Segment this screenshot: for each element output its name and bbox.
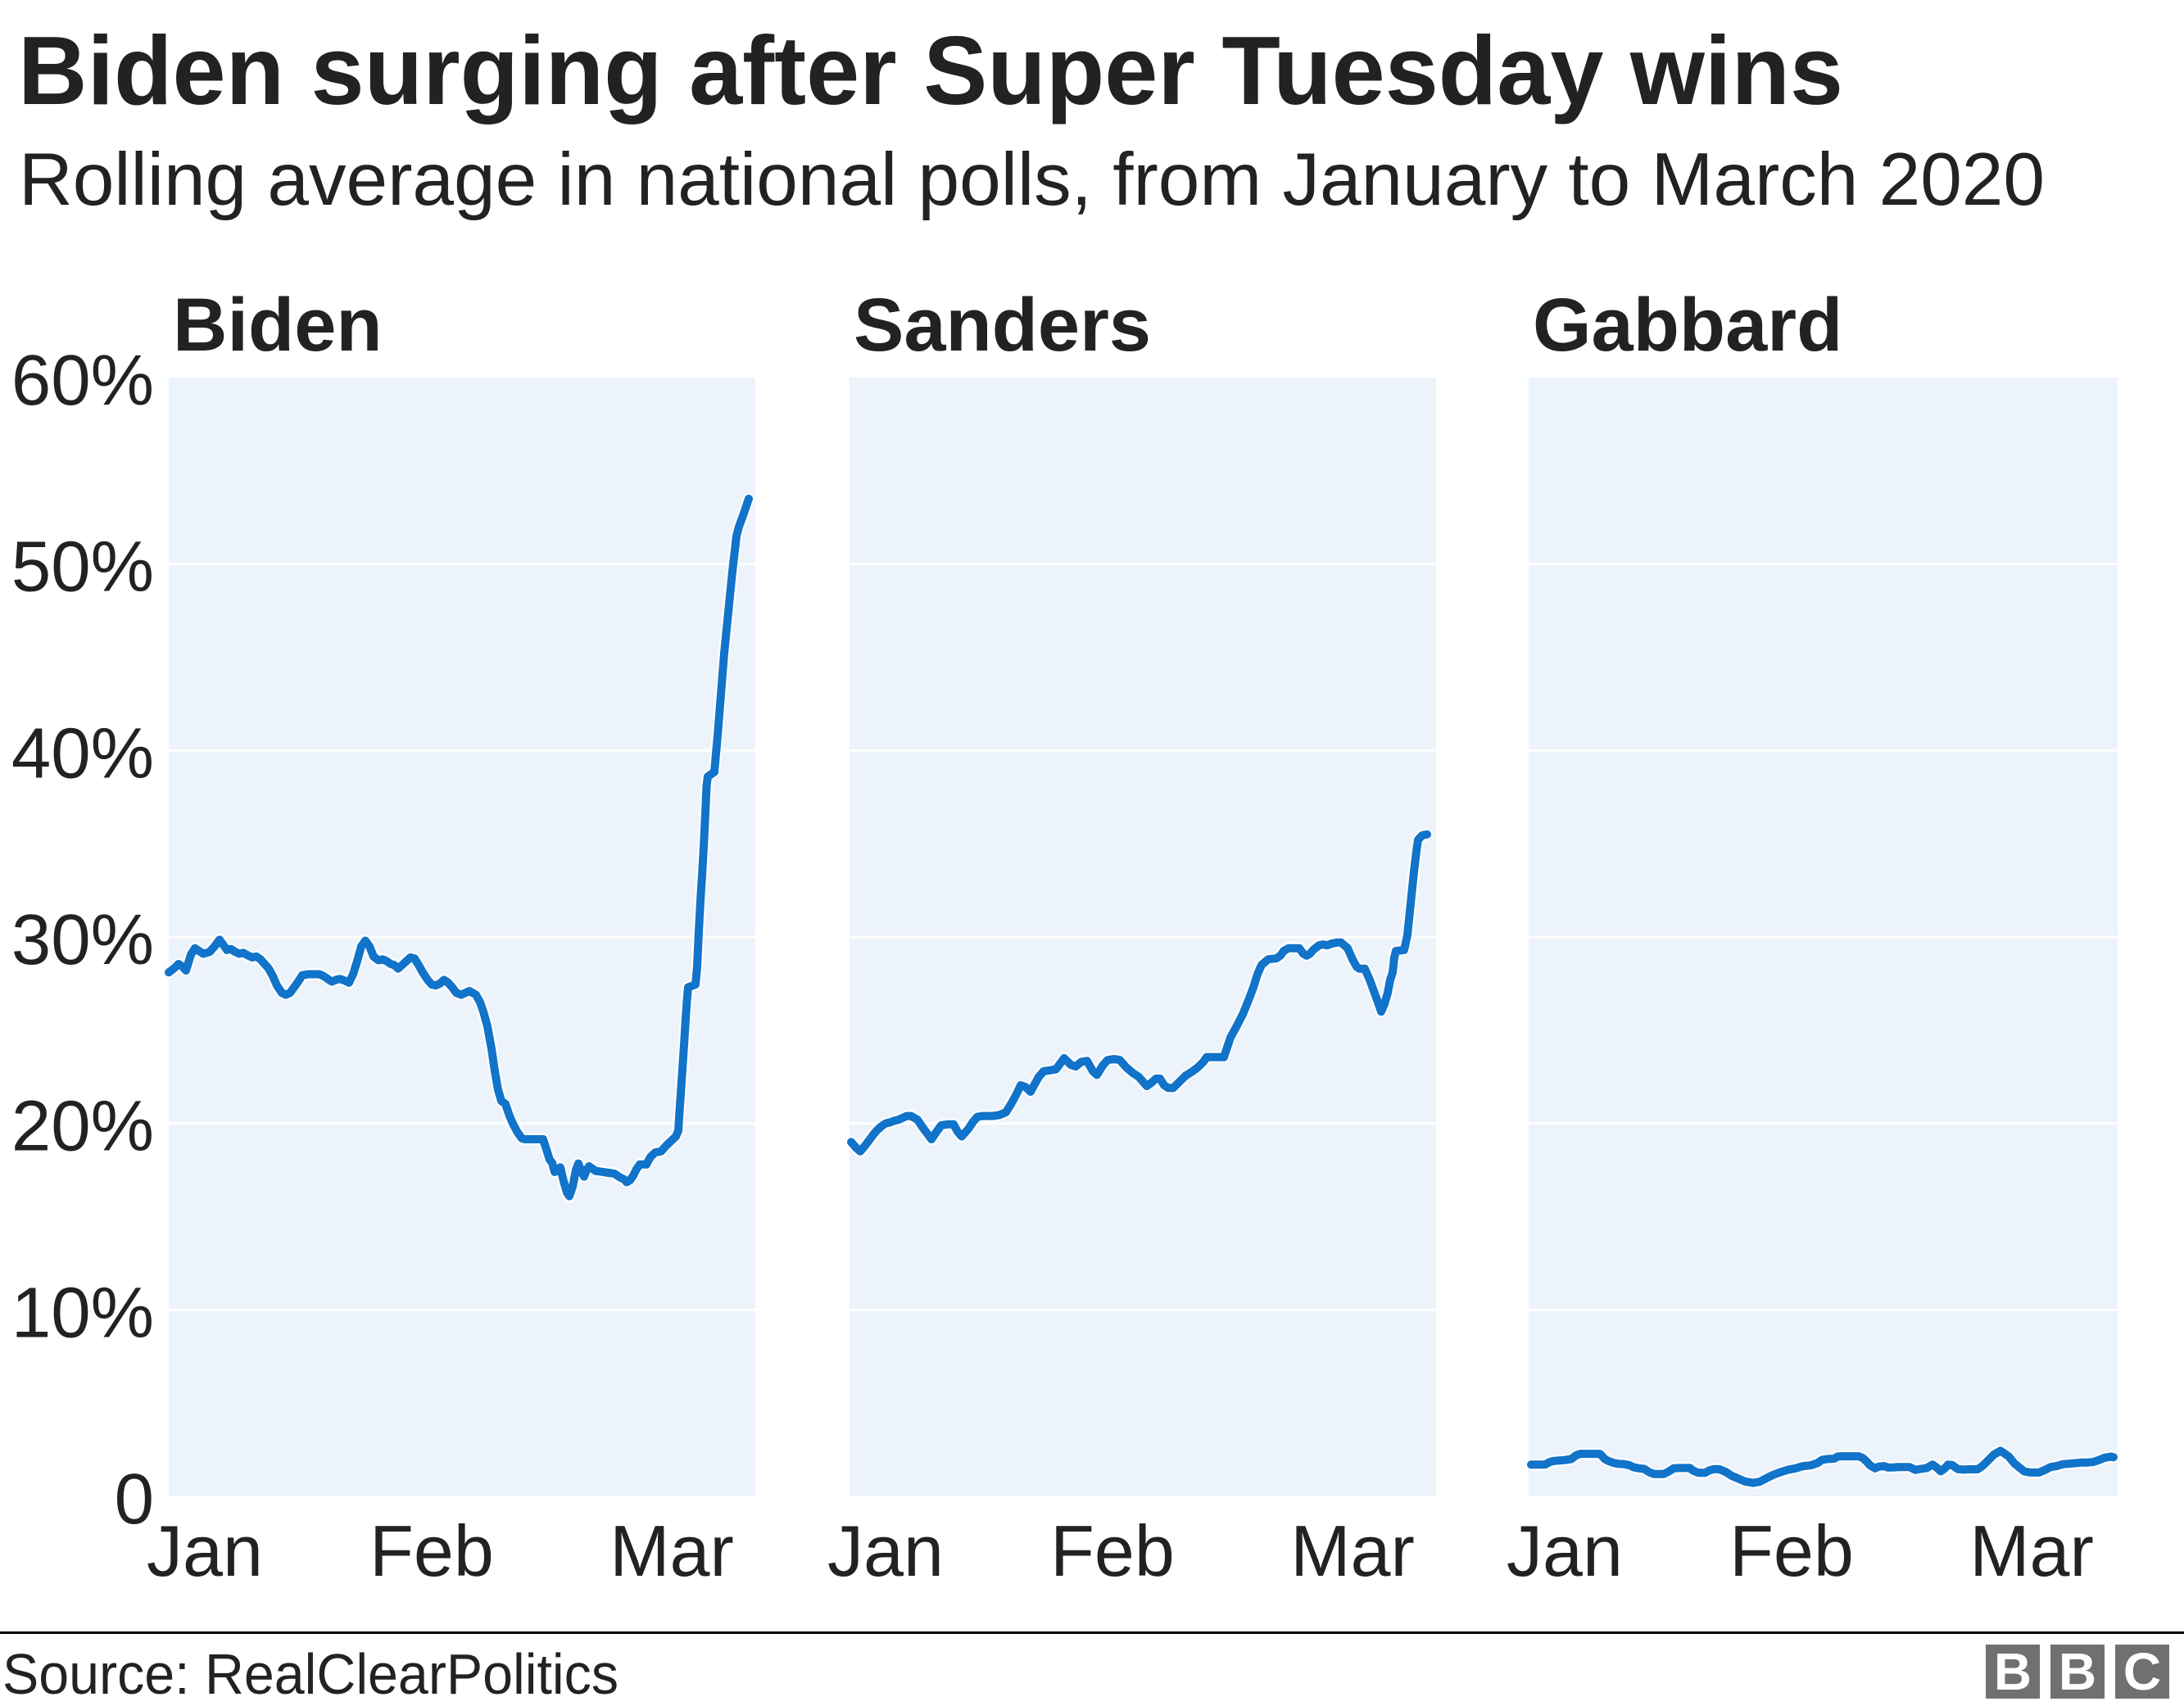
- svg-text:Jan: Jan: [147, 1510, 263, 1591]
- svg-text:Jan: Jan: [827, 1510, 944, 1591]
- svg-text:Mar: Mar: [1969, 1510, 2094, 1591]
- svg-text:Feb: Feb: [369, 1510, 494, 1591]
- svg-text:B: B: [1994, 1642, 2032, 1701]
- svg-text:0: 0: [115, 1459, 154, 1539]
- svg-text:10%: 10%: [11, 1273, 154, 1352]
- svg-text:Sanders: Sanders: [854, 283, 1151, 367]
- svg-text:30%: 30%: [11, 900, 154, 980]
- svg-text:Jan: Jan: [1507, 1510, 1623, 1591]
- svg-text:50%: 50%: [11, 527, 154, 607]
- svg-text:Mar: Mar: [609, 1510, 734, 1591]
- svg-text:Feb: Feb: [1050, 1510, 1175, 1591]
- svg-text:Biden: Biden: [173, 283, 383, 367]
- svg-text:Gabbard: Gabbard: [1533, 283, 1842, 367]
- svg-text:Source: RealClearPolitics: Source: RealClearPolitics: [2, 1642, 618, 1706]
- svg-text:Mar: Mar: [1290, 1510, 1415, 1591]
- svg-text:Rolling average in national po: Rolling average in national polls, from …: [19, 138, 2045, 221]
- svg-text:Biden surging after Super Tues: Biden surging after Super Tuesday wins: [18, 16, 1843, 125]
- svg-text:40%: 40%: [11, 713, 154, 793]
- svg-text:Feb: Feb: [1729, 1510, 1854, 1591]
- svg-text:B: B: [2059, 1642, 2096, 1701]
- svg-text:20%: 20%: [11, 1087, 154, 1166]
- svg-text:60%: 60%: [11, 341, 154, 420]
- svg-text:C: C: [2123, 1642, 2161, 1701]
